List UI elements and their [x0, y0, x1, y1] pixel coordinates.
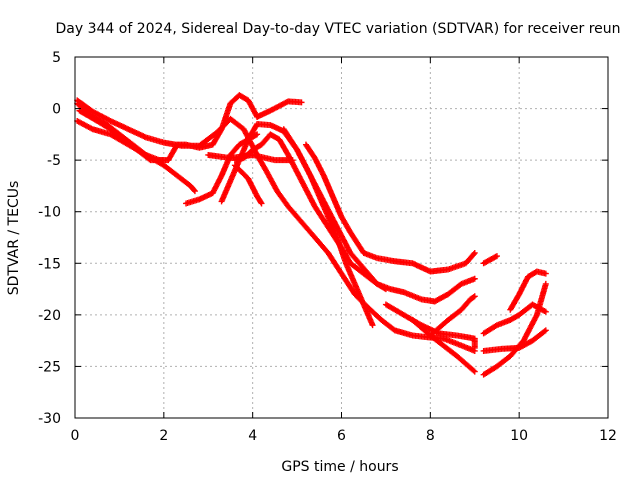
y-tick-label: 0	[52, 102, 61, 118]
data-point	[542, 308, 549, 315]
data-point	[252, 132, 259, 139]
data-point	[381, 285, 388, 292]
x-tick-label: 0	[71, 428, 80, 444]
series-track-9	[231, 162, 265, 207]
series-track-15	[409, 317, 478, 375]
data-point	[471, 368, 478, 375]
data-point	[298, 99, 305, 106]
data-point	[471, 344, 478, 351]
data-point	[542, 280, 549, 287]
data-point	[471, 275, 478, 282]
data-point	[542, 270, 549, 277]
data-point	[257, 199, 264, 206]
series-track-5	[76, 107, 167, 164]
x-tick-label: 4	[248, 428, 257, 444]
data-point	[217, 127, 224, 134]
data-point	[471, 249, 478, 256]
series-track-17	[480, 301, 549, 337]
plot-area	[74, 92, 549, 378]
series-track-18	[480, 280, 549, 378]
x-axis-label: GPS time / hours	[281, 459, 398, 475]
y-tick-label: -20	[38, 308, 61, 324]
y-tick-label: -5	[47, 153, 61, 169]
x-tick-label: 2	[159, 428, 168, 444]
data-point	[471, 293, 478, 300]
chart-title: Day 344 of 2024, Sidereal Day-to-day VTE…	[55, 21, 620, 37]
y-tick-label: 5	[52, 50, 61, 66]
y-axis-label: SDTVAR / TECUs	[6, 181, 22, 296]
data-point	[542, 327, 549, 334]
series-track-16	[480, 253, 500, 267]
x-tick-label: 12	[599, 428, 617, 444]
series-track-20	[507, 268, 549, 313]
x-tick-label: 6	[337, 428, 346, 444]
data-point	[160, 157, 167, 164]
series-track-10	[205, 151, 296, 164]
data-point	[254, 131, 261, 138]
y-tick-label: -30	[38, 411, 61, 427]
data-point	[191, 188, 198, 195]
data-point	[369, 322, 376, 329]
data-point	[191, 187, 198, 194]
y-tick-label: -25	[38, 359, 61, 375]
data-point	[541, 328, 548, 335]
series-track-14	[427, 293, 478, 339]
y-tick-label: -10	[38, 205, 61, 221]
series-track-3	[254, 98, 305, 120]
data-point	[258, 200, 265, 207]
axes: 0 2 4 6 8 10 12 -30 -25 -20 -15 -10 -5 0 5	[38, 50, 617, 444]
x-tick-label: 10	[510, 428, 528, 444]
data-point	[382, 286, 389, 293]
y-tick-label: -15	[38, 256, 61, 272]
series-track-12	[302, 141, 478, 275]
data-point	[470, 294, 477, 301]
series-track-11	[280, 126, 376, 329]
series-track-19	[480, 327, 549, 354]
series-track-4	[74, 117, 198, 195]
data-point	[470, 367, 477, 374]
data-point	[470, 251, 477, 258]
data-point	[493, 253, 500, 260]
x-tick-label: 8	[426, 428, 435, 444]
data-point	[289, 157, 296, 164]
